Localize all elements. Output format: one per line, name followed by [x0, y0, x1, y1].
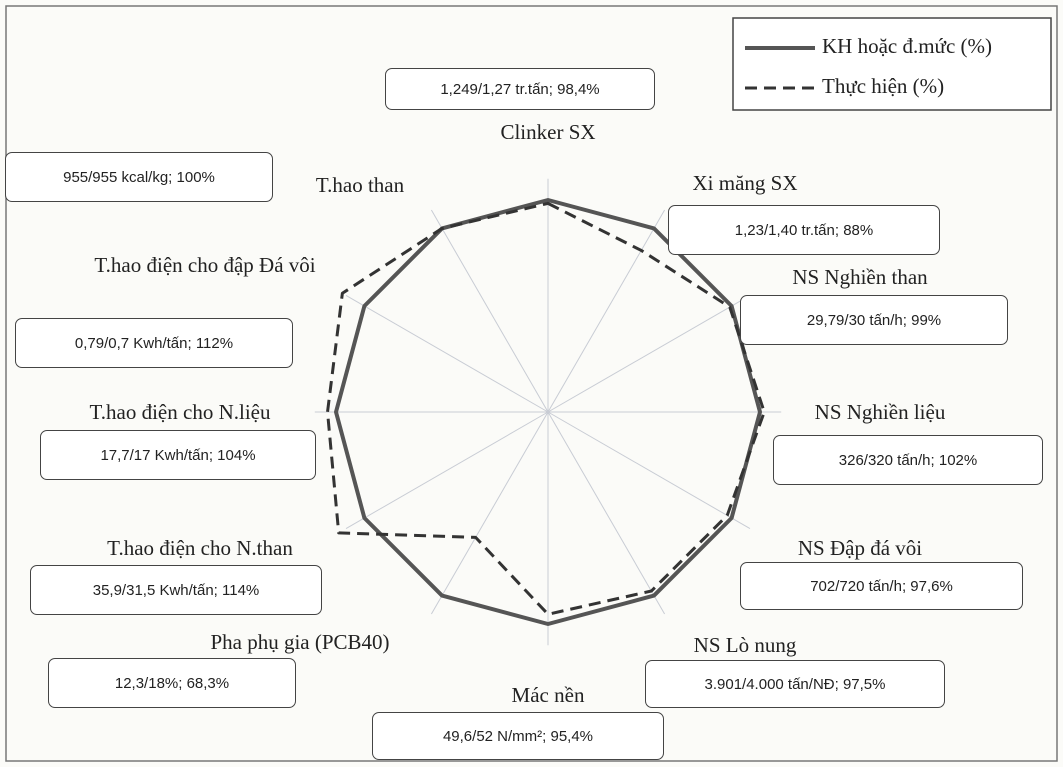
legend-box — [732, 17, 1052, 111]
spoke — [547, 411, 666, 615]
annotation: 29,79/30 tấn/h; 99% — [740, 295, 1008, 345]
annotation: 3.901/4.000 tấn/NĐ; 97,5% — [645, 660, 945, 708]
annotation: 326/320 tấn/h; 102% — [773, 435, 1043, 485]
axis-label: T.hao điện cho đập Đá vôi — [94, 252, 316, 277]
series-line — [326, 201, 766, 616]
annotation: 702/720 tấn/h; 97,6% — [740, 562, 1023, 610]
axis-label: Mác nền — [511, 682, 585, 707]
spoke — [547, 294, 751, 413]
annotation: 1,23/1,40 tr.tấn; 88% — [668, 205, 940, 255]
axis-label: NS Nghiền liệu — [814, 399, 946, 424]
spoke — [430, 209, 549, 413]
spoke — [345, 411, 549, 530]
axis-label: NS Nghiền than — [792, 264, 928, 289]
frame — [5, 5, 1058, 762]
axis-label: T.hao điện cho N.than — [107, 535, 293, 560]
spoke — [547, 411, 751, 530]
spoke — [345, 294, 549, 413]
series-line — [334, 198, 762, 626]
annotation: 49,6/52 N/mm²; 95,4% — [372, 712, 664, 760]
spoke — [430, 411, 549, 615]
axis-label: NS Lò nung — [693, 632, 797, 657]
axis-label: T.hao than — [315, 172, 405, 197]
annotation: 17,7/17 Kwh/tấn; 104% — [40, 430, 316, 480]
axis-label: NS Đập đá vôi — [797, 535, 923, 560]
legend-label: Thực hiện (%) — [822, 74, 945, 98]
annotation: 0,79/0,7 Kwh/tấn; 112% — [15, 318, 293, 368]
annotation: 1,249/1,27 tr.tấn; 98,4% — [385, 68, 655, 110]
annotation: 12,3/18%; 68,3% — [48, 658, 296, 708]
axis-label: Xi măng SX — [692, 170, 798, 195]
spoke — [547, 209, 666, 413]
axis-label: T.hao điện cho N.liệu — [89, 399, 271, 424]
legend-label: KH hoặc đ.mức (%) — [822, 34, 992, 58]
annotation: 955/955 kcal/kg; 100% — [5, 152, 273, 202]
axis-label: Pha phụ gia (PCB40) — [210, 629, 390, 654]
annotation: 35,9/31,5 Kwh/tấn; 114% — [30, 565, 322, 615]
axis-label: Clinker SX — [500, 119, 596, 144]
